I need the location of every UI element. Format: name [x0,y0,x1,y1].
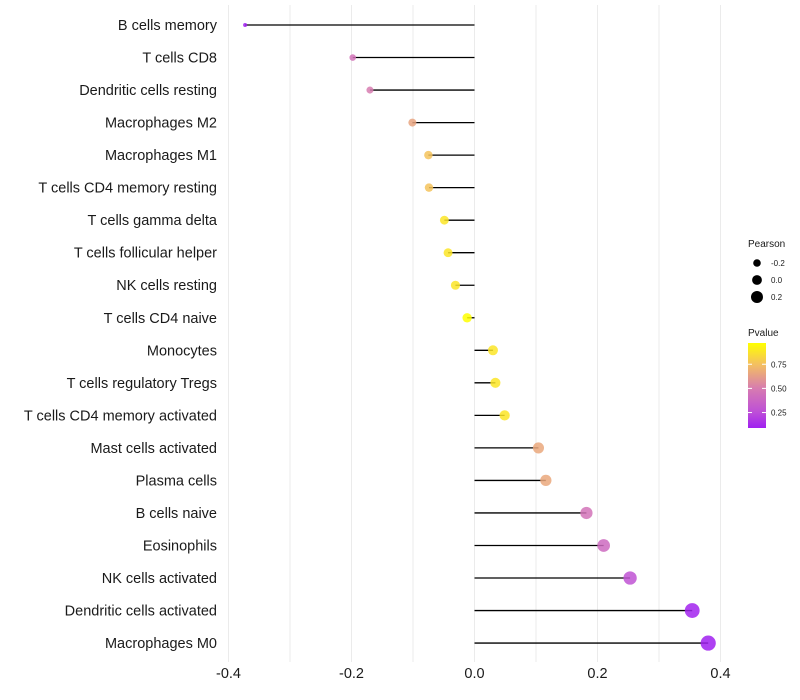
lollipop-point [700,635,716,651]
x-tick-label: 0.2 [587,666,607,682]
legend-size-label: -0.2 [771,259,785,268]
lollipop-point [580,506,593,520]
lollipop-point [540,474,552,487]
y-tick-label: T cells CD4 memory activated [24,408,217,424]
lollipop-point [424,150,433,160]
lollipop-point [490,377,501,388]
legend-color-label: 0.50 [771,384,787,393]
y-tick-label: Dendritic cells resting [79,83,217,99]
lollipop-point [623,571,637,585]
lollipop-point [684,603,700,618]
legend-color-label: 0.25 [771,409,787,418]
lollipop-point [532,442,545,454]
legend-size-key [753,259,761,267]
lollipop-point [487,345,498,356]
lollipop-point [424,183,434,192]
legend-size-key [752,275,762,285]
y-axis-labels: B cells memory T cells CD8 Dendritic cells… [24,18,218,652]
y-tick-label: T cells regulatory Tregs [67,376,217,392]
y-tick-label: T cells CD4 naive [104,311,217,327]
lollipop-point [408,118,417,127]
y-tick-label: NK cells resting [116,278,217,294]
x-tick-label: -0.2 [339,666,364,682]
y-tick-label: T cells gamma delta [88,213,218,229]
y-tick-label: T cells CD8 [142,51,217,67]
legend-size-label: 0.2 [771,293,783,302]
y-tick-label: NK cells activated [102,571,217,587]
y-tick-label: Monocytes [147,343,217,359]
lollipop-point [450,280,460,290]
y-tick-label: B cells memory [118,18,218,34]
lollipop-point [597,539,610,552]
y-tick-label: Mast cells activated [90,441,217,457]
y-tick-label: T cells follicular helper [74,246,217,262]
lollipop-point [366,86,374,94]
legend-pvalue-title: Pvalue [748,328,779,339]
x-tick-label: 0.0 [464,666,484,682]
x-tick-label: 0.4 [710,666,730,682]
stems [245,24,709,644]
lollipop-point [439,215,449,225]
y-tick-label: Macrophages M1 [105,148,217,164]
y-tick-label: Macrophages M2 [105,116,217,132]
lollipop-point [499,410,510,421]
lollipop-point [462,313,472,323]
lollipop-point [243,23,248,27]
lollipop-point [443,248,453,258]
legend-pearson-title: Pearson [748,239,785,250]
points [243,23,716,651]
y-tick-label: T cells CD4 memory resting [38,181,217,197]
legend-colorbar [748,343,766,428]
x-tick-label: -0.4 [216,666,241,682]
y-tick-label: Plasma cells [136,473,217,489]
y-tick-label: Dendritic cells activated [65,604,217,620]
y-tick-label: Macrophages M0 [105,636,217,652]
y-tick-label: Eosinophils [143,538,217,554]
legend-color-label: 0.75 [771,360,787,369]
x-axis-ticks: -0.4 -0.2 0.0 0.2 0.4 [216,666,731,682]
y-tick-label: B cells naive [136,506,217,522]
legend-size-label: 0.0 [771,276,783,285]
legend-pvalue: Pvalue 0.75 0.50 0.25 [748,328,787,428]
gridlines [228,5,721,662]
legend-size-key [751,291,763,303]
lollipop-point [349,54,357,61]
legend-pearson: Pearson -0.2 0.0 0.2 [748,239,785,303]
